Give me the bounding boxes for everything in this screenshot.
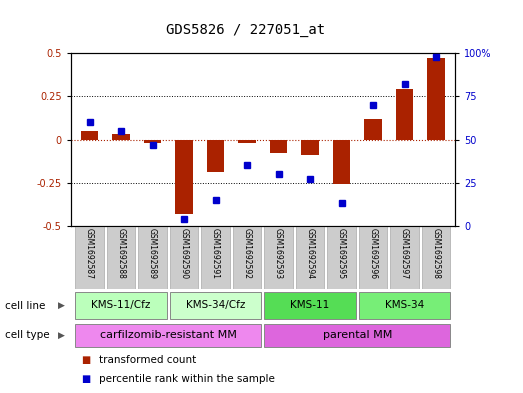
Bar — [207, 140, 224, 173]
Text: GSM1692588: GSM1692588 — [117, 228, 126, 279]
Text: GSM1692593: GSM1692593 — [274, 228, 283, 279]
Bar — [270, 140, 287, 153]
Text: GSM1692591: GSM1692591 — [211, 228, 220, 279]
FancyBboxPatch shape — [359, 226, 387, 289]
Bar — [365, 119, 382, 140]
Text: GSM1692590: GSM1692590 — [179, 228, 188, 279]
Text: KMS-34/Cfz: KMS-34/Cfz — [186, 300, 245, 310]
Bar — [238, 140, 256, 143]
Text: GSM1692589: GSM1692589 — [148, 228, 157, 279]
Text: cell line: cell line — [5, 301, 46, 310]
FancyBboxPatch shape — [359, 292, 450, 319]
Bar — [81, 131, 98, 140]
Bar — [112, 134, 130, 140]
Text: KMS-34: KMS-34 — [385, 300, 424, 310]
FancyBboxPatch shape — [75, 292, 167, 319]
Text: ■: ■ — [81, 374, 90, 384]
Text: transformed count: transformed count — [99, 354, 197, 365]
FancyBboxPatch shape — [296, 226, 324, 289]
Text: percentile rank within the sample: percentile rank within the sample — [99, 374, 275, 384]
Text: GSM1692592: GSM1692592 — [243, 228, 252, 279]
FancyBboxPatch shape — [107, 226, 135, 289]
Text: GSM1692598: GSM1692598 — [431, 228, 440, 279]
FancyBboxPatch shape — [139, 226, 167, 289]
Bar — [396, 89, 413, 140]
Bar — [427, 58, 445, 140]
Text: GSM1692594: GSM1692594 — [305, 228, 314, 279]
FancyBboxPatch shape — [170, 226, 198, 289]
Text: KMS-11/Cfz: KMS-11/Cfz — [92, 300, 151, 310]
Text: GSM1692595: GSM1692595 — [337, 228, 346, 279]
Text: GSM1692597: GSM1692597 — [400, 228, 409, 279]
FancyBboxPatch shape — [75, 226, 104, 289]
Bar — [144, 140, 161, 143]
FancyBboxPatch shape — [327, 226, 356, 289]
FancyBboxPatch shape — [265, 323, 450, 347]
Text: carfilzomib-resistant MM: carfilzomib-resistant MM — [100, 329, 237, 340]
FancyBboxPatch shape — [390, 226, 419, 289]
Bar — [333, 140, 350, 184]
Text: ■: ■ — [81, 354, 90, 365]
FancyBboxPatch shape — [265, 226, 293, 289]
FancyBboxPatch shape — [265, 292, 356, 319]
FancyBboxPatch shape — [233, 226, 261, 289]
Text: GDS5826 / 227051_at: GDS5826 / 227051_at — [166, 23, 325, 37]
FancyBboxPatch shape — [75, 323, 261, 347]
Text: parental MM: parental MM — [323, 329, 392, 340]
Text: KMS-11: KMS-11 — [290, 300, 329, 310]
FancyBboxPatch shape — [422, 226, 450, 289]
Text: ▶: ▶ — [58, 301, 65, 310]
Text: ▶: ▶ — [58, 331, 65, 340]
Text: cell type: cell type — [5, 330, 50, 340]
Text: GSM1692596: GSM1692596 — [369, 228, 378, 279]
FancyBboxPatch shape — [201, 226, 230, 289]
Bar — [301, 140, 319, 155]
FancyBboxPatch shape — [170, 292, 261, 319]
Bar — [175, 140, 192, 214]
Text: GSM1692587: GSM1692587 — [85, 228, 94, 279]
